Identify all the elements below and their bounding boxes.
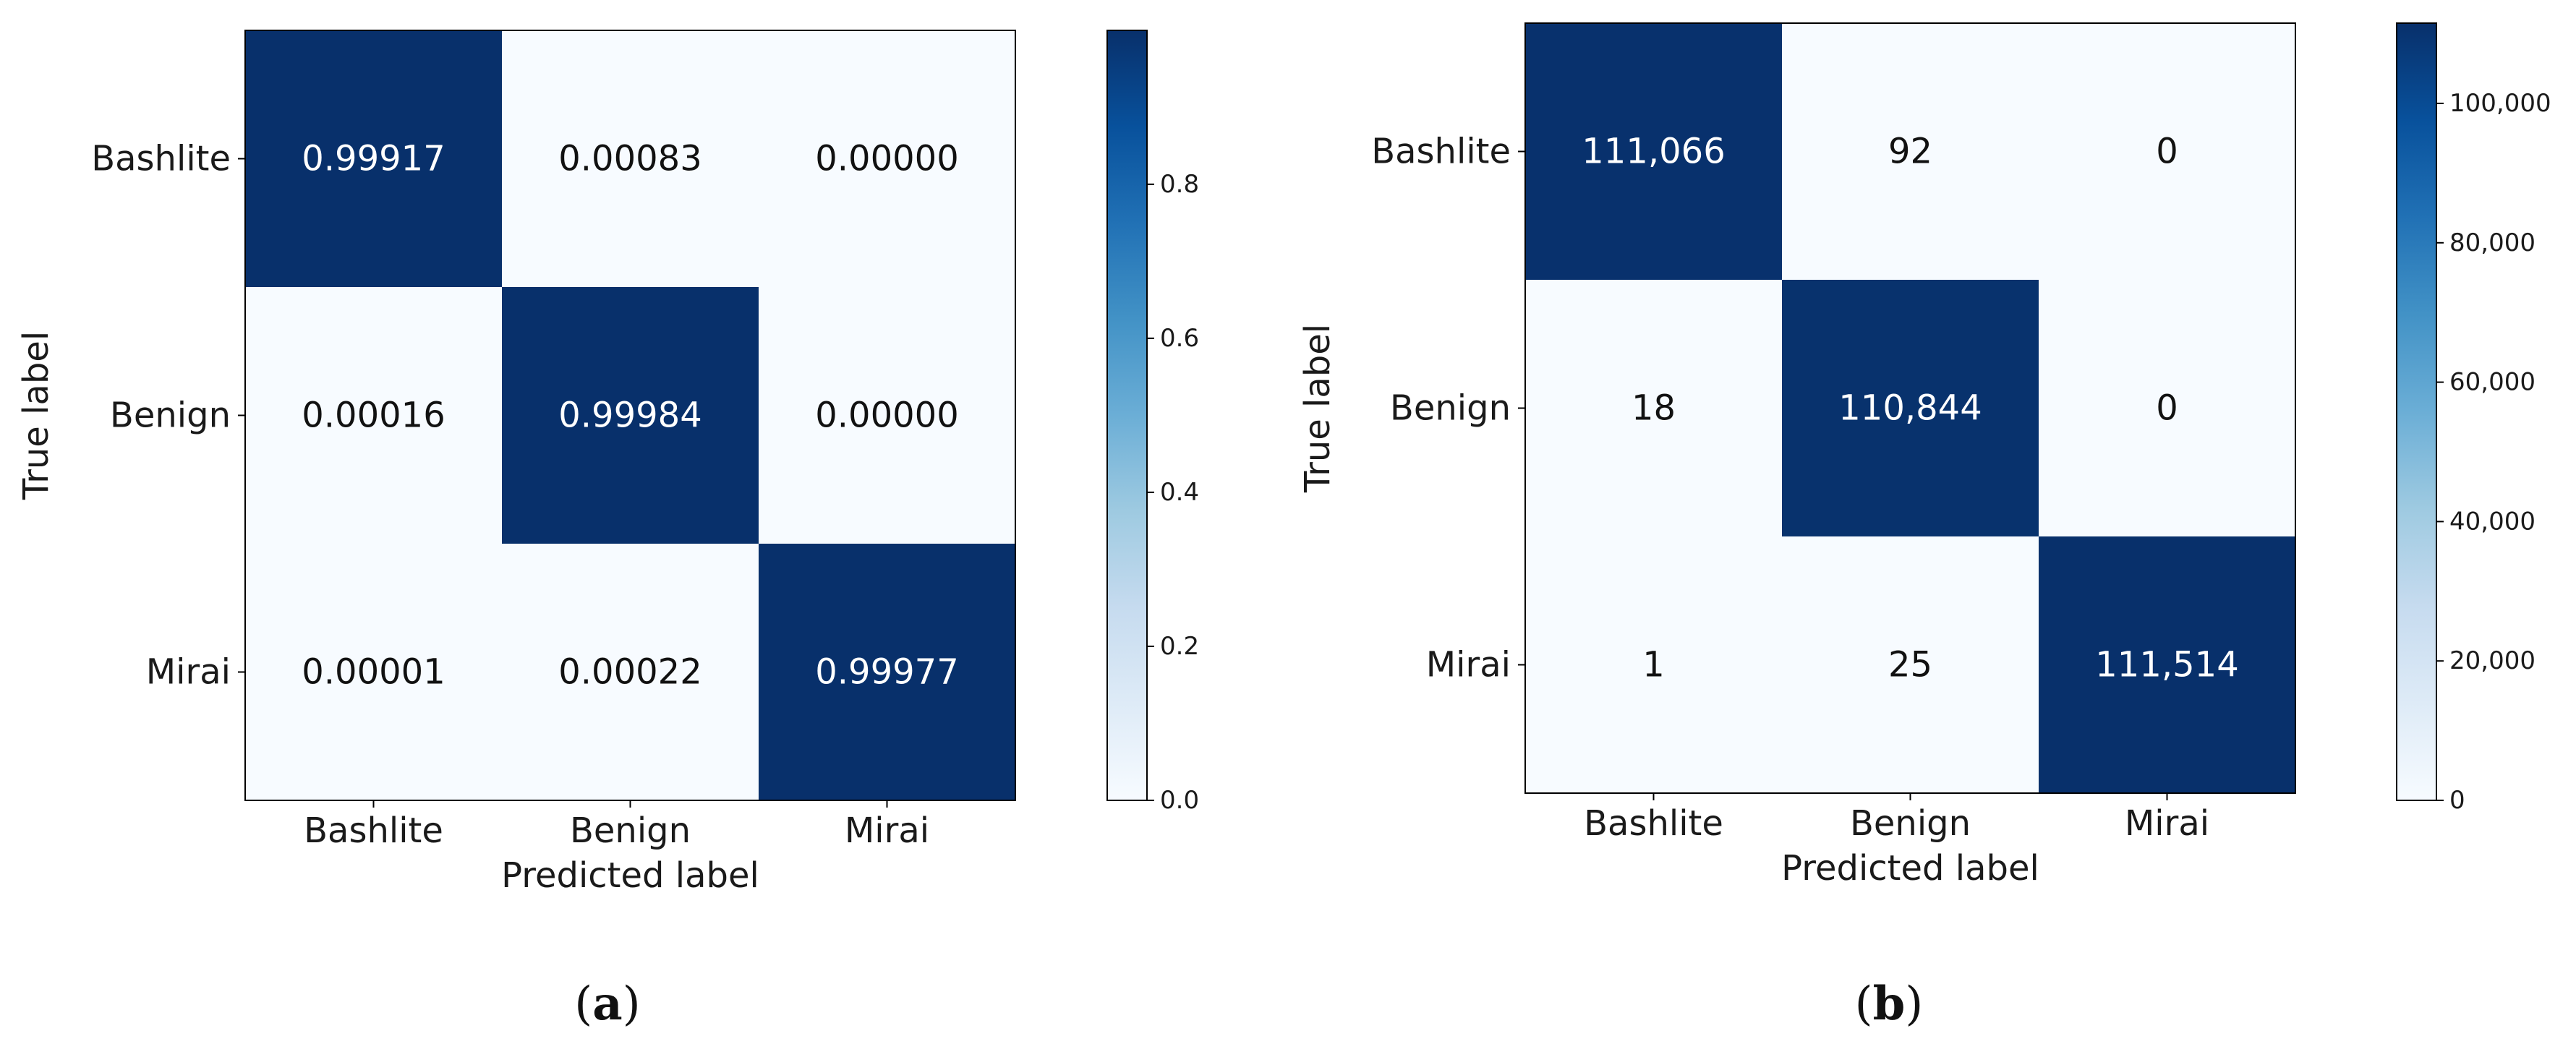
colorbar-tick-label: 20,000 bbox=[2449, 646, 2536, 675]
heatmap-cell-a-mirai-mirai bbox=[759, 544, 1015, 800]
colorbar-tick-label: 0.4 bbox=[1160, 478, 1199, 507]
heatmap-cell-b-benign-mirai bbox=[2039, 280, 2295, 536]
y-tick-label-benign: Benign bbox=[110, 395, 231, 436]
colorbar bbox=[1106, 30, 1148, 801]
cell-value-label: 0.00016 bbox=[302, 395, 445, 436]
y-tick-label-bashlite: Bashlite bbox=[91, 139, 231, 179]
cell-value-label: 111,066 bbox=[1582, 132, 1726, 172]
heatmap-cell-b-mirai-benign bbox=[1782, 536, 2039, 793]
cell-value-label: 25 bbox=[1888, 645, 1932, 685]
cell-value-label: 0.99917 bbox=[302, 139, 445, 179]
heatmap-cell-b-mirai-bashlite bbox=[1525, 536, 1782, 793]
y-axis-label: True label bbox=[16, 331, 56, 500]
x-tick-label-bashlite: Bashlite bbox=[304, 810, 443, 851]
colorbar-tick-label: 0.0 bbox=[1160, 786, 1199, 815]
cell-value-label: 110,844 bbox=[1838, 388, 1982, 429]
colorbar-tick-label: 0.2 bbox=[1160, 632, 1199, 661]
heatmap-cell-a-mirai-bashlite bbox=[245, 544, 502, 800]
heatmap-cell-b-benign-bashlite bbox=[1525, 280, 1782, 536]
colorbar-tick-label: 80,000 bbox=[2449, 228, 2536, 257]
heatmap-cell-a-bashlite-benign bbox=[502, 30, 759, 287]
y-tick-label-mirai: Mirai bbox=[146, 652, 231, 693]
panel-caption-b: (b) bbox=[1855, 977, 1924, 1031]
cell-value-label: 92 bbox=[1888, 132, 1932, 172]
cell-value-label: 0 bbox=[2156, 388, 2178, 429]
x-axis-label: Predicted label bbox=[501, 855, 759, 896]
colorbar-tick-label: 40,000 bbox=[2449, 507, 2536, 536]
colorbar-tick-label: 0.6 bbox=[1160, 324, 1199, 353]
heatmap-cell-a-bashlite-bashlite bbox=[245, 30, 502, 287]
heatmap-cell-b-mirai-mirai bbox=[2039, 536, 2295, 793]
x-tick-label-benign: Benign bbox=[1850, 803, 1971, 844]
colorbar-tick-label: 100,000 bbox=[2449, 89, 2551, 118]
heatmap-cell-a-benign-mirai bbox=[759, 287, 1015, 544]
cell-value-label: 0.99984 bbox=[558, 395, 702, 436]
x-tick-label-mirai: Mirai bbox=[2125, 803, 2209, 844]
cell-value-label: 18 bbox=[1632, 388, 1676, 429]
panel-caption-letter: a bbox=[592, 977, 622, 1031]
colorbar-tick-label: 0 bbox=[2449, 786, 2465, 815]
cell-value-label: 0.00083 bbox=[558, 139, 702, 179]
heatmap-cell-a-bashlite-mirai bbox=[759, 30, 1015, 287]
cell-value-label: 0.00022 bbox=[558, 652, 702, 693]
cell-value-label: 111,514 bbox=[2095, 645, 2239, 685]
heatmap-cell-a-mirai-benign bbox=[502, 544, 759, 800]
cell-value-label: 1 bbox=[1642, 645, 1665, 685]
colorbar-tick-label: 60,000 bbox=[2449, 368, 2536, 397]
cell-value-label: 0.99977 bbox=[815, 652, 959, 693]
panel-caption-letter: b bbox=[1873, 977, 1906, 1031]
panel-caption-a: (a) bbox=[574, 977, 640, 1031]
y-tick-label-mirai: Mirai bbox=[1426, 645, 1511, 685]
cell-value-label: 0.00000 bbox=[815, 395, 959, 436]
heatmap-cell-b-bashlite-benign bbox=[1782, 23, 2039, 280]
x-tick-label-mirai: Mirai bbox=[845, 810, 929, 851]
confusion-matrix-a: 0.99917 0.00083 0.00000 0.00016 0.99984 0.000… bbox=[16, 30, 1199, 1031]
colorbar bbox=[2396, 22, 2437, 801]
y-tick-label-bashlite: Bashlite bbox=[1371, 132, 1511, 172]
heatmap-cell-b-bashlite-mirai bbox=[2039, 23, 2295, 280]
confusion-matrix-b: 111,066 92 0 18 110,844 0 1 25 111,514 Bashlite Be… bbox=[1297, 22, 2551, 1031]
heatmap-cell-a-benign-benign bbox=[502, 287, 759, 544]
heatmap-cell-b-bashlite-bashlite bbox=[1525, 23, 1782, 280]
x-axis-label: Predicted label bbox=[1781, 848, 2039, 889]
cell-value-label: 0 bbox=[2156, 132, 2178, 172]
x-tick-label-benign: Benign bbox=[570, 810, 691, 851]
cell-value-label: 0.00001 bbox=[302, 652, 445, 693]
colorbar-tick-label: 0.8 bbox=[1160, 170, 1199, 199]
x-tick-label-bashlite: Bashlite bbox=[1584, 803, 1723, 844]
y-axis-label: True label bbox=[1297, 324, 1338, 493]
y-tick-label-benign: Benign bbox=[1390, 388, 1511, 429]
heatmap-cell-a-benign-bashlite bbox=[245, 287, 502, 544]
heatmap-cell-b-benign-benign bbox=[1782, 280, 2039, 536]
cell-value-label: 0.00000 bbox=[815, 139, 959, 179]
